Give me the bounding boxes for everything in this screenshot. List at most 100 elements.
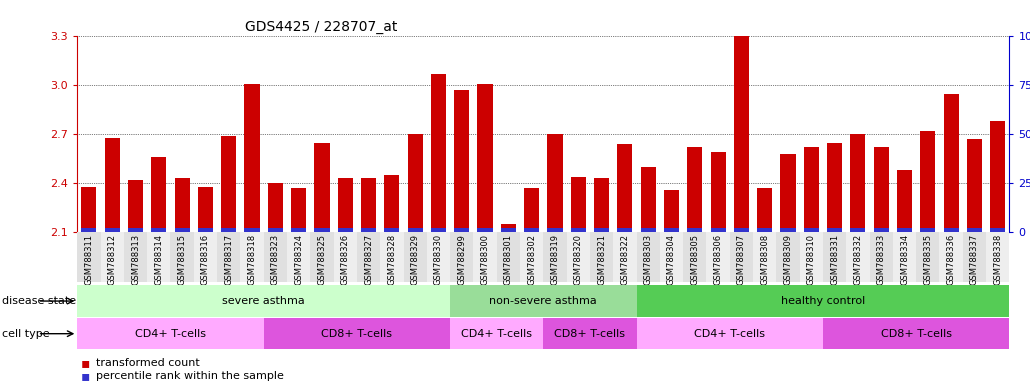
Bar bbox=[590, 232, 613, 282]
Bar bbox=[77, 285, 450, 317]
Bar bbox=[194, 232, 217, 282]
Bar bbox=[823, 318, 1009, 349]
Bar bbox=[943, 228, 959, 232]
Bar bbox=[920, 228, 935, 232]
Bar bbox=[334, 232, 356, 282]
Text: GSM788322: GSM788322 bbox=[620, 234, 629, 285]
Bar bbox=[547, 228, 562, 232]
Text: GSM788336: GSM788336 bbox=[947, 234, 956, 285]
Text: GSM788302: GSM788302 bbox=[527, 234, 537, 285]
Bar bbox=[450, 232, 474, 282]
Bar bbox=[847, 232, 869, 282]
Bar bbox=[917, 232, 939, 282]
Text: CD4+ T-cells: CD4+ T-cells bbox=[135, 329, 206, 339]
Bar bbox=[637, 232, 660, 282]
Bar bbox=[221, 136, 236, 232]
Bar bbox=[827, 142, 843, 232]
Text: GSM788321: GSM788321 bbox=[597, 234, 606, 285]
Text: CD4+ T-cells: CD4+ T-cells bbox=[461, 329, 533, 339]
Bar bbox=[617, 144, 632, 232]
Bar bbox=[474, 232, 496, 282]
Bar bbox=[501, 224, 516, 232]
Text: GSM788303: GSM788303 bbox=[644, 234, 653, 285]
Bar bbox=[803, 147, 819, 232]
Bar bbox=[524, 228, 540, 232]
Bar bbox=[990, 228, 1005, 232]
Text: GSM788309: GSM788309 bbox=[784, 234, 792, 285]
Bar bbox=[264, 232, 287, 282]
Bar bbox=[707, 232, 730, 282]
Text: CD8+ T-cells: CD8+ T-cells bbox=[881, 329, 952, 339]
Text: disease state: disease state bbox=[2, 296, 76, 306]
Bar bbox=[128, 180, 143, 232]
Bar bbox=[244, 84, 260, 232]
Text: GSM788337: GSM788337 bbox=[970, 234, 978, 285]
Bar bbox=[268, 184, 283, 232]
Bar bbox=[711, 152, 726, 232]
Text: CD4+ T-cells: CD4+ T-cells bbox=[694, 329, 765, 339]
Bar bbox=[711, 228, 726, 232]
Text: GSM788334: GSM788334 bbox=[900, 234, 909, 285]
Bar bbox=[683, 232, 707, 282]
Bar bbox=[827, 228, 843, 232]
Bar bbox=[454, 90, 470, 232]
Bar bbox=[77, 232, 101, 282]
Text: ▪: ▪ bbox=[80, 369, 90, 382]
Bar bbox=[81, 228, 97, 232]
Bar bbox=[151, 228, 167, 232]
Bar bbox=[897, 228, 913, 232]
Bar bbox=[404, 232, 426, 282]
Bar bbox=[799, 232, 823, 282]
Bar bbox=[105, 228, 119, 232]
Bar bbox=[733, 228, 749, 232]
Bar bbox=[151, 157, 167, 232]
Bar bbox=[687, 228, 702, 232]
Bar bbox=[360, 179, 376, 232]
Text: GSM788330: GSM788330 bbox=[434, 234, 443, 285]
Bar bbox=[613, 232, 637, 282]
Bar bbox=[174, 179, 190, 232]
Bar bbox=[873, 228, 889, 232]
Bar bbox=[823, 232, 847, 282]
Bar bbox=[496, 232, 520, 282]
Bar bbox=[939, 232, 963, 282]
Bar bbox=[105, 138, 119, 232]
Bar bbox=[171, 232, 194, 282]
Bar bbox=[781, 228, 795, 232]
Bar bbox=[357, 232, 380, 282]
Bar bbox=[571, 177, 586, 232]
Text: GSM788301: GSM788301 bbox=[504, 234, 513, 285]
Text: GSM788327: GSM788327 bbox=[364, 234, 373, 285]
Bar bbox=[566, 232, 590, 282]
Bar bbox=[264, 318, 450, 349]
Text: GSM788319: GSM788319 bbox=[550, 234, 559, 285]
Bar bbox=[641, 167, 656, 232]
Text: GSM788305: GSM788305 bbox=[690, 234, 699, 285]
Bar bbox=[967, 139, 982, 232]
Bar bbox=[753, 232, 777, 282]
Bar bbox=[101, 232, 124, 282]
Text: GSM788325: GSM788325 bbox=[317, 234, 327, 285]
Bar bbox=[128, 228, 143, 232]
Bar bbox=[338, 228, 353, 232]
Bar bbox=[851, 134, 865, 232]
Text: cell type: cell type bbox=[2, 329, 49, 339]
Bar bbox=[893, 232, 917, 282]
Text: GSM788316: GSM788316 bbox=[201, 234, 210, 285]
Bar bbox=[198, 187, 213, 232]
Text: GSM788300: GSM788300 bbox=[481, 234, 489, 285]
Bar bbox=[571, 228, 586, 232]
Bar bbox=[454, 228, 470, 232]
Text: non-severe asthma: non-severe asthma bbox=[489, 296, 597, 306]
Text: healthy control: healthy control bbox=[781, 296, 865, 306]
Bar bbox=[943, 94, 959, 232]
Bar bbox=[478, 84, 492, 232]
Text: GSM788308: GSM788308 bbox=[760, 234, 769, 285]
Text: GSM788307: GSM788307 bbox=[736, 234, 746, 285]
Bar bbox=[897, 170, 913, 232]
Bar bbox=[431, 228, 446, 232]
Text: GSM788329: GSM788329 bbox=[411, 234, 419, 285]
Bar bbox=[380, 232, 404, 282]
Bar bbox=[287, 232, 310, 282]
Bar bbox=[869, 232, 893, 282]
